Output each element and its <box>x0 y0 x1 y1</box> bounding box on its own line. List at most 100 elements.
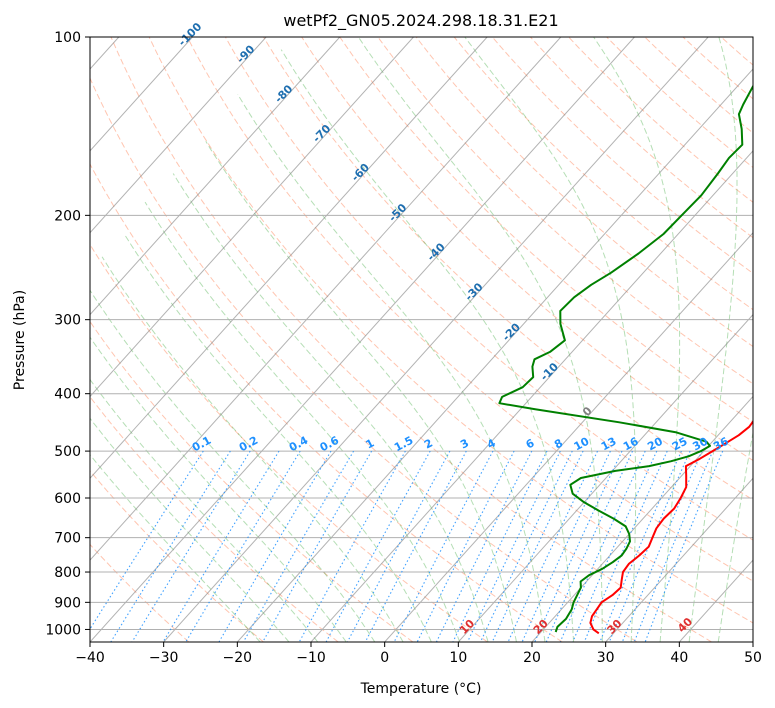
y-tick-label: 800 <box>54 565 81 581</box>
x-tick-label: 50 <box>744 650 762 666</box>
moist-adiabat <box>90 417 290 642</box>
isotherm-line <box>531 395 753 642</box>
dry-adiabat <box>377 37 753 385</box>
isotherm-line <box>457 313 753 642</box>
x-tick-label: 10 <box>449 650 467 666</box>
mixing-ratio-label: 16 <box>621 435 641 454</box>
y-axis-title: Pressure (hPa) <box>12 290 28 390</box>
dry-adiabat <box>415 37 753 348</box>
isotherm-line <box>90 37 341 316</box>
y-tick-label: 1000 <box>45 622 81 638</box>
mixing-ratio-line <box>347 450 451 642</box>
y-tick-label: 600 <box>54 491 81 507</box>
mixing-ratio-line <box>110 450 231 642</box>
dry-adiabat <box>90 243 488 642</box>
y-tick-label: 200 <box>54 208 81 224</box>
mixing-ratio-label: 30 <box>690 435 710 454</box>
mixing-ratio-label: 25 <box>670 435 690 454</box>
dry-adiabat <box>568 37 753 203</box>
isotherm-line <box>384 231 753 642</box>
x-tick-label: 20 <box>523 650 541 666</box>
isotherm-line <box>310 150 753 642</box>
isotherm-line <box>90 37 267 234</box>
mixing-ratio-line <box>507 450 598 642</box>
dry-adiabat <box>530 37 753 239</box>
mixing-ratio-line <box>644 450 724 642</box>
x-tick-label: −10 <box>296 650 326 666</box>
mixing-ratio-line <box>262 450 373 642</box>
moist-adiabat <box>464 37 637 642</box>
mixing-ratio-line <box>325 450 431 642</box>
mixing-ratio-label: 13 <box>599 435 619 454</box>
background-lines <box>90 37 753 642</box>
mixing-ratio-line <box>162 450 280 642</box>
dry-adiabat <box>339 37 753 423</box>
moist-adiabat <box>237 94 546 642</box>
dry-adiabat <box>90 396 339 642</box>
isotherm-line <box>605 477 753 642</box>
mixing-ratio-label: 20 <box>645 435 665 454</box>
mixing-ratio-line <box>491 450 584 642</box>
mixing-ratio-line <box>621 450 703 642</box>
moist-adiabat <box>90 378 319 642</box>
moist-adiabat <box>688 37 738 642</box>
mixing-ratio-line <box>416 450 515 642</box>
dry-adiabat <box>186 37 753 582</box>
mixing-ratio-line <box>298 450 406 642</box>
mixing-ratio-line <box>633 450 714 642</box>
x-tick-label: −40 <box>75 650 105 666</box>
moist-adiabat <box>123 233 432 642</box>
moist-adiabat <box>357 37 603 642</box>
isotherm-line <box>90 37 635 642</box>
mixing-ratio-line <box>364 450 467 642</box>
moist-adiabat <box>144 201 461 642</box>
y-tick-label: 300 <box>54 313 81 329</box>
isotherm-line <box>90 37 488 480</box>
isotherm-line <box>236 68 753 642</box>
isotherm-line <box>163 37 709 642</box>
y-tick-label: 500 <box>54 444 81 460</box>
dry-adiabat <box>90 163 563 642</box>
isotherm-line <box>90 37 562 561</box>
isotherm-line <box>90 37 414 398</box>
moist-adiabat <box>90 289 376 642</box>
mixing-ratio-line <box>521 450 611 642</box>
x-tick-label: 0 <box>380 650 389 666</box>
x-tick-label: 40 <box>670 650 688 666</box>
y-tick-label: 700 <box>54 531 81 547</box>
dry-adiabat <box>90 320 414 642</box>
dry-adiabat <box>90 76 638 642</box>
chart-title: wetPf2_GN05.2024.298.18.31.E21 <box>283 11 558 31</box>
x-tick-label: −20 <box>223 650 253 666</box>
moist-adiabat <box>90 336 347 642</box>
dry-adiabat <box>90 470 264 642</box>
moist-adiabat <box>90 453 261 642</box>
x-axis-title: Temperature (°C) <box>360 681 482 697</box>
x-tick-label: −30 <box>149 650 179 666</box>
mixing-ratio-line <box>479 450 573 642</box>
mixing-ratio-label: 36 <box>711 435 731 454</box>
mixing-ratio-line <box>534 450 623 642</box>
dry-adiabat <box>453 37 753 311</box>
mixing-ratio-line <box>467 450 561 642</box>
dry-adiabat <box>110 37 712 642</box>
dry-adiabat <box>148 37 753 624</box>
mixing-ratio-label: 10 <box>572 435 592 454</box>
mixing-ratio-line <box>435 450 533 642</box>
moist-adiabat <box>101 256 404 642</box>
mixing-ratio-line <box>452 450 548 642</box>
x-tick-label: 30 <box>597 650 615 666</box>
dewpoint-profile <box>498 84 753 633</box>
axes: −40 −30 −20 −10 0 10 20 30 40 50 100 200 300 400 500 60… <box>45 30 762 666</box>
moist-adiabat <box>717 430 753 642</box>
dry-adiabat <box>224 37 753 541</box>
temperature-profile <box>589 419 753 635</box>
mixing-ratio-line <box>131 450 251 642</box>
y-tick-label: 900 <box>54 595 81 611</box>
profile-series <box>498 84 753 635</box>
moist-adiabat <box>172 173 489 642</box>
dry-adiabat <box>263 37 753 501</box>
